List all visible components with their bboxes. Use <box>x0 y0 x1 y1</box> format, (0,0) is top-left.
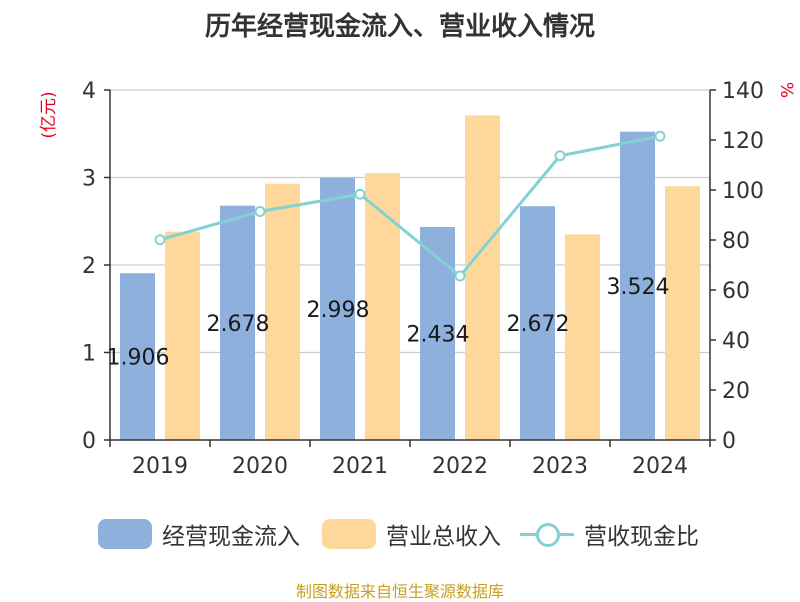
right-tick-label: 80 <box>722 229 750 254</box>
right-tick-label: 0 <box>722 429 736 454</box>
right-tick-label: 140 <box>722 79 764 104</box>
bar-cash-inflow <box>620 131 655 440</box>
ratio-point <box>154 234 166 246</box>
ratio-point <box>254 206 266 217</box>
legend-label-revenue: 营业总收入 <box>386 524 501 550</box>
x-tick-label: 2020 <box>232 454 288 479</box>
legend: 经营现金流入 营业总收入 营收现金比 <box>0 512 800 556</box>
bar-revenue <box>365 173 400 440</box>
ratio-line <box>154 130 666 282</box>
bar-revenue <box>465 115 500 440</box>
bar-revenue <box>565 234 600 440</box>
bar-revenue <box>265 183 300 440</box>
legend-label-cash-inflow: 经营现金流入 <box>162 524 300 550</box>
chart-title: 历年经营现金流入、营业收入情况 <box>204 12 595 42</box>
data-label-cash-inflow: 3.524 <box>607 275 670 300</box>
x-tick-label: 2021 <box>332 454 388 479</box>
ratio-point <box>354 188 366 200</box>
data-label-cash-inflow: 2.998 <box>307 298 370 323</box>
legend-swatch-revenue <box>322 519 376 549</box>
legend-item-revenue[interactable]: 营业总收入 <box>322 512 501 556</box>
bar-cash-inflow <box>320 177 355 441</box>
left-axis-title: (亿元) <box>39 91 59 138</box>
data-label-cash-inflow: 2.678 <box>207 312 270 337</box>
x-tick-label: 2019 <box>132 454 188 479</box>
left-tick-label: 1 <box>82 342 96 367</box>
legend-item-ratio[interactable]: 营收现金比 <box>520 512 699 556</box>
bar-revenue <box>665 186 700 440</box>
grid-lines <box>110 89 710 354</box>
data-label-cash-inflow: 2.672 <box>507 312 570 337</box>
ratio-point <box>654 130 666 142</box>
right-tick-label: 100 <box>722 179 764 204</box>
right-axis-title: % <box>776 82 796 98</box>
legend-label-ratio: 营收现金比 <box>584 524 699 550</box>
x-tick-label: 2024 <box>632 454 688 479</box>
bars <box>120 115 700 441</box>
right-tick-label: 120 <box>722 129 764 154</box>
ratio-polyline <box>159 134 661 279</box>
bar-cash-inflow <box>420 227 455 440</box>
x-tick-label: 2022 <box>432 454 488 479</box>
left-tick-label: 4 <box>82 79 96 104</box>
right-tick-label: 40 <box>722 329 750 354</box>
data-labels: 1.906 2.678 2.998 2.434 2.672 3.524 <box>107 275 670 371</box>
legend-line-marker-icon <box>520 519 574 549</box>
bar-revenue <box>165 231 200 440</box>
ratio-point <box>454 270 466 282</box>
source-footer: 制图数据来自恒生聚源数据库 <box>295 582 504 601</box>
x-tick-label: 2023 <box>532 454 588 479</box>
left-tick-label: 3 <box>82 167 96 192</box>
data-label-cash-inflow: 2.434 <box>407 323 470 348</box>
ratio-point <box>554 150 566 162</box>
data-label-cash-inflow: 1.906 <box>107 346 170 371</box>
left-tick-label: 2 <box>82 254 96 279</box>
bar-cash-inflow <box>220 205 255 440</box>
bar-cash-inflow <box>520 206 555 440</box>
legend-swatch-cash-inflow <box>98 519 152 549</box>
legend-item-cash-inflow[interactable]: 经营现金流入 <box>98 512 300 556</box>
bar-cash-inflow <box>120 273 155 440</box>
right-tick-label: 60 <box>722 279 750 304</box>
left-tick-label: 0 <box>82 429 96 454</box>
right-tick-label: 20 <box>722 379 750 404</box>
